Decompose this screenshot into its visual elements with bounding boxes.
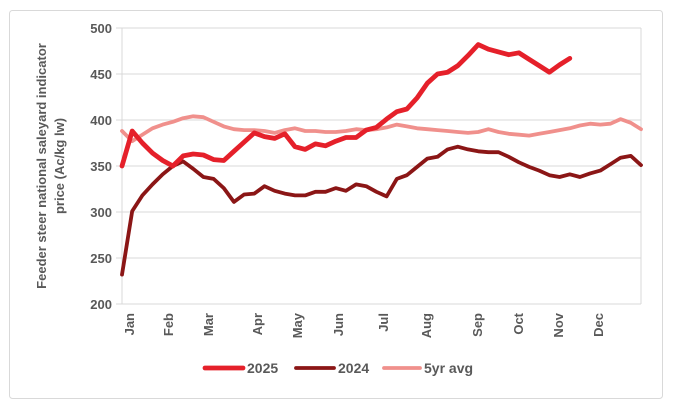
x-tick-label: Nov <box>551 312 566 337</box>
x-tick-label: Apr <box>250 313 265 335</box>
x-tick-label: May <box>290 312 305 338</box>
y-tick-label: 200 <box>90 297 112 312</box>
y-tick-label: 300 <box>90 205 112 220</box>
y-tick-label: 450 <box>90 67 112 82</box>
y-tick-label: 250 <box>90 251 112 266</box>
y-tick-label: 500 <box>90 21 112 36</box>
y-tick-label: 400 <box>90 113 112 128</box>
legend-item-2025: 2025 <box>202 360 278 376</box>
legend: 2025 2024 5yr avg <box>202 360 473 376</box>
x-tick-label: Mar <box>201 313 216 336</box>
series-lines <box>119 42 643 277</box>
x-tick-label: Jun <box>331 313 346 336</box>
x-tick-label: Sep <box>470 313 485 337</box>
legend-item-5yr-avg: 5yr avg <box>382 360 473 376</box>
x-tick-label: Aug <box>419 313 434 338</box>
series-line-5yr-avg <box>120 114 643 144</box>
y-axis-title: Feeder steer national saleyard indicator… <box>34 43 67 289</box>
x-tick-label: Feb <box>161 313 176 336</box>
gridlines <box>116 27 641 305</box>
figure-border <box>9 10 663 399</box>
y-axis-title-line2: price (Ac/kg lw) <box>52 118 67 214</box>
y-axis-title-line1: Feeder steer national saleyard indicator <box>34 43 49 289</box>
series-line-2025 <box>119 42 573 169</box>
y-axis-tick-labels: 500 450 400 350 300 250 200 <box>90 21 112 312</box>
x-tick-label: Jan <box>122 313 137 335</box>
x-axis-tick-labels: Jan Feb Mar Apr May Jun Jul Aug Sep Oct … <box>122 312 606 338</box>
y-tick-label: 350 <box>90 159 112 174</box>
legend-item-2024: 2024 <box>294 360 369 376</box>
legend-label-2025: 2025 <box>247 360 278 376</box>
x-tick-label: Dec <box>591 313 606 337</box>
x-tick-label: Oct <box>511 312 526 334</box>
legend-label-5yr-avg: 5yr avg <box>424 360 473 376</box>
legend-label-2024: 2024 <box>338 360 369 376</box>
series-line-2024 <box>120 144 643 277</box>
x-tick-label: Jul <box>376 313 391 332</box>
